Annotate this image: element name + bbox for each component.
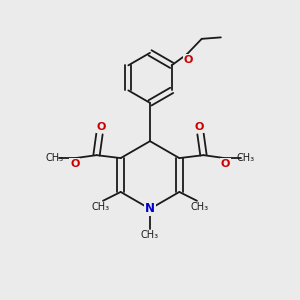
Text: O: O	[184, 55, 193, 65]
Text: CH₃: CH₃	[92, 202, 110, 212]
Text: O: O	[194, 122, 204, 133]
Text: CH₃: CH₃	[45, 153, 64, 163]
Text: CH₃: CH₃	[236, 153, 255, 163]
Text: N: N	[145, 202, 155, 215]
Text: O: O	[70, 159, 80, 169]
Text: O: O	[96, 122, 106, 133]
Text: CH₃: CH₃	[141, 230, 159, 240]
Text: CH₃: CH₃	[190, 202, 208, 212]
Text: O: O	[220, 159, 230, 169]
